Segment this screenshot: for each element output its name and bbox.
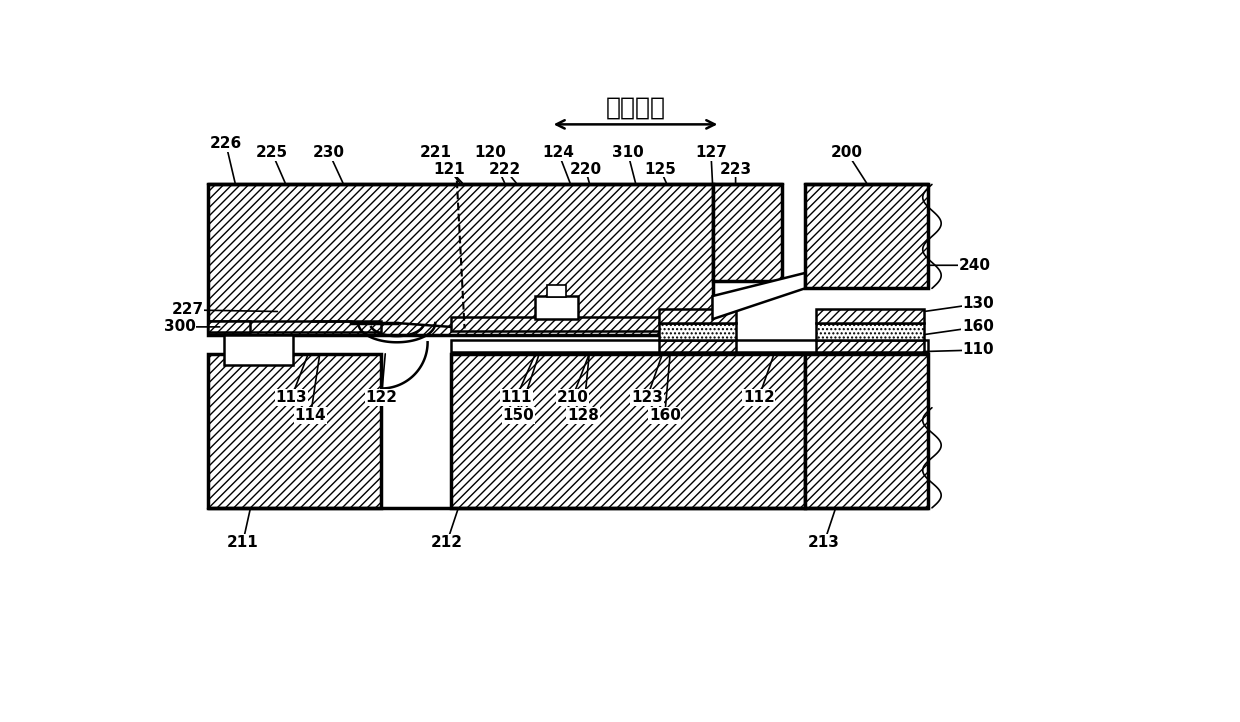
- Bar: [658, 340, 735, 352]
- Bar: [450, 340, 928, 352]
- Text: 112: 112: [743, 390, 775, 405]
- Text: 220: 220: [569, 162, 601, 177]
- Text: 210: 210: [557, 390, 588, 405]
- Bar: [450, 354, 805, 508]
- Text: 226: 226: [210, 136, 242, 151]
- Text: 310: 310: [611, 145, 644, 160]
- Bar: [208, 354, 382, 508]
- Bar: [208, 321, 382, 332]
- Text: 213: 213: [808, 535, 839, 550]
- Text: 221: 221: [419, 145, 451, 160]
- Bar: [208, 184, 713, 334]
- Bar: [450, 317, 713, 331]
- Text: 211: 211: [227, 535, 259, 550]
- Bar: [536, 296, 578, 319]
- Bar: [816, 340, 924, 352]
- Text: 111: 111: [501, 390, 532, 405]
- Text: 连结方向: 连结方向: [605, 95, 666, 119]
- Bar: [547, 285, 567, 297]
- Bar: [223, 334, 293, 365]
- Text: 122: 122: [366, 390, 397, 405]
- Text: 127: 127: [696, 145, 727, 160]
- Text: 110: 110: [962, 342, 994, 357]
- Bar: [816, 323, 924, 340]
- Bar: [816, 309, 924, 323]
- Text: 120: 120: [475, 145, 507, 160]
- Text: 212: 212: [430, 535, 463, 550]
- Text: 125: 125: [645, 162, 676, 177]
- Text: 114: 114: [295, 408, 326, 423]
- Bar: [805, 354, 928, 508]
- Text: 121: 121: [433, 162, 465, 177]
- Bar: [713, 184, 781, 281]
- Text: 128: 128: [567, 408, 599, 423]
- Text: 160: 160: [962, 319, 994, 334]
- Text: 227: 227: [171, 303, 203, 318]
- Text: 200: 200: [831, 145, 863, 160]
- Text: 223: 223: [719, 162, 751, 177]
- Text: 225: 225: [255, 145, 288, 160]
- Text: 222: 222: [489, 162, 521, 177]
- Bar: [658, 309, 735, 323]
- Bar: [805, 184, 928, 288]
- Polygon shape: [713, 273, 805, 319]
- Text: 240: 240: [959, 258, 991, 273]
- Text: 130: 130: [962, 296, 994, 311]
- Text: 124: 124: [543, 145, 574, 160]
- Text: 160: 160: [649, 408, 681, 423]
- Bar: [658, 323, 735, 340]
- Text: 123: 123: [631, 390, 663, 405]
- Text: 300: 300: [164, 319, 196, 334]
- Text: 230: 230: [312, 145, 345, 160]
- Text: 150: 150: [502, 408, 534, 423]
- Bar: [208, 321, 250, 332]
- Text: 113: 113: [275, 390, 308, 405]
